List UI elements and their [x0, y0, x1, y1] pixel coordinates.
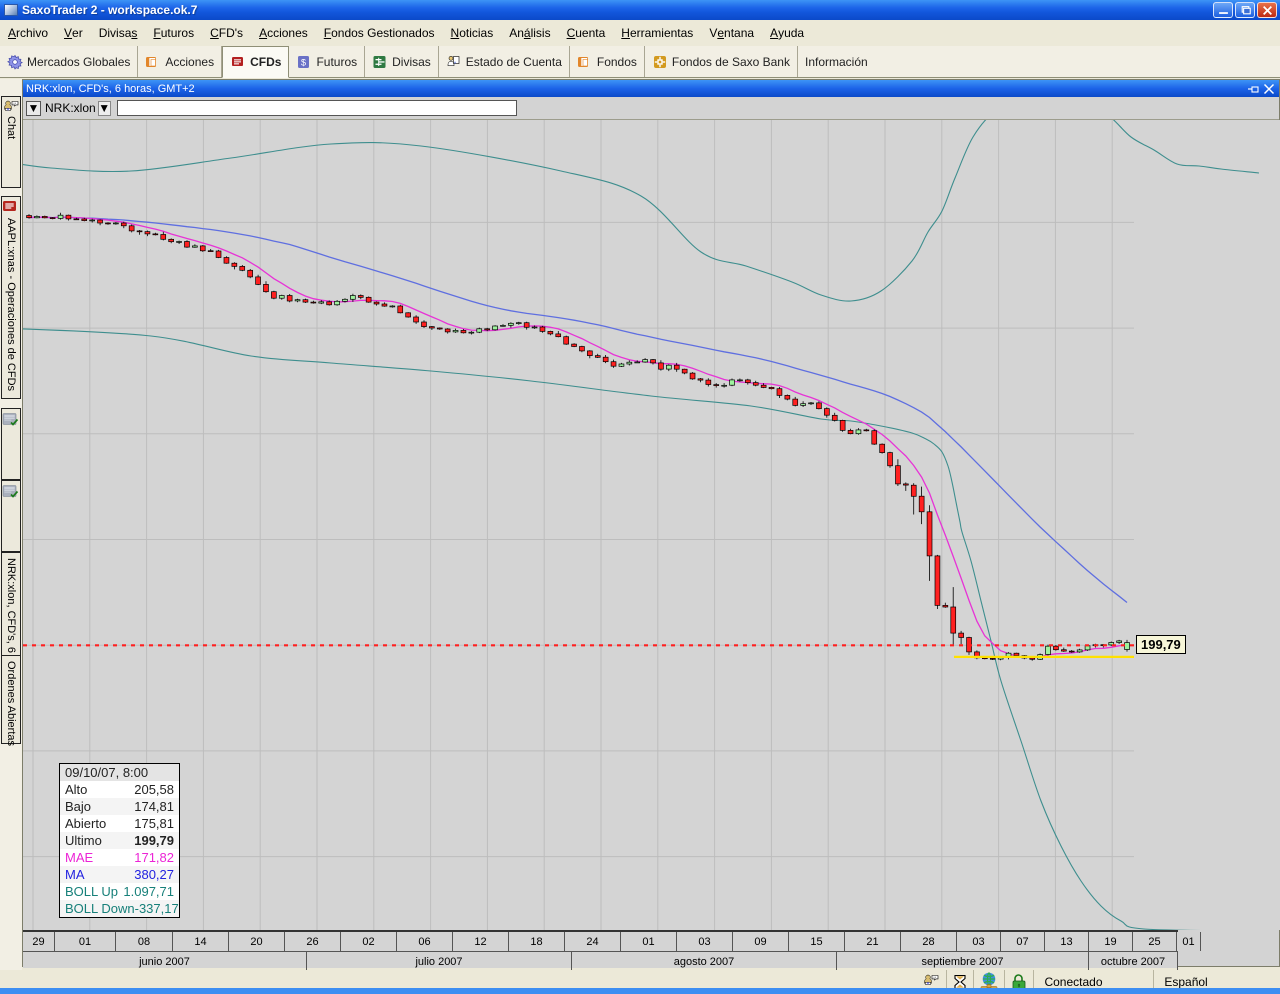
svg-text:$: $ [301, 57, 306, 67]
